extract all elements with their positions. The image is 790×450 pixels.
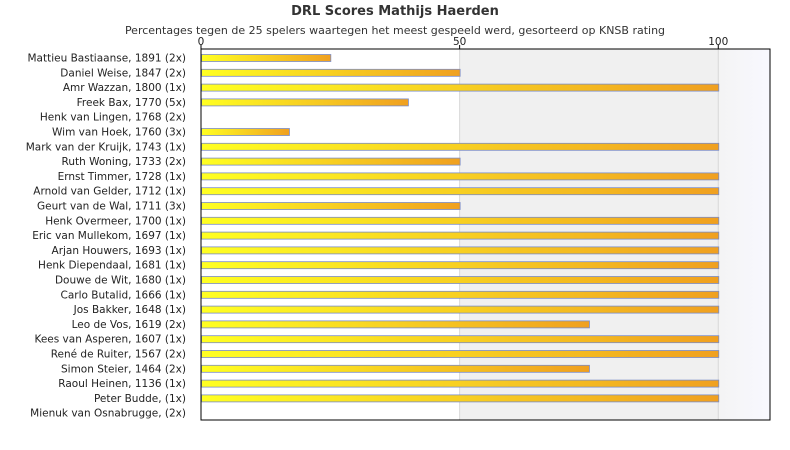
- category-label: Mienuk van Osnabrugge, (2x): [30, 408, 186, 420]
- bar: [201, 216, 720, 225]
- category-label: Henk Diependaal, 1681 (1x): [38, 260, 186, 272]
- bar: [201, 98, 409, 107]
- category-label: Mark van der Kruijk, 1743 (1x): [26, 141, 186, 153]
- category-label: Mattieu Bastiaanse, 1891 (2x): [27, 53, 186, 65]
- bar: [201, 394, 720, 403]
- bar: [201, 68, 461, 77]
- bar: [201, 246, 720, 255]
- category-label: Eric van Mullekom, 1697 (1x): [32, 230, 186, 242]
- category-label: Jos Bakker, 1648 (1x): [73, 304, 186, 316]
- bar: [201, 350, 720, 358]
- bar: [201, 335, 720, 344]
- category-label: Freek Bax, 1770 (5x): [77, 97, 186, 109]
- category-label: Arjan Houwers, 1693 (1x): [52, 245, 186, 257]
- chart-subtitle: Percentages tegen de 25 spelers waartege…: [124, 24, 666, 37]
- x-tick-label: 100: [708, 36, 728, 48]
- category-label: Carlo Butalid, 1666 (1x): [61, 289, 187, 301]
- x-tick-label: 50: [453, 36, 466, 48]
- bar: [201, 83, 720, 92]
- category-label: Peter Budde, (1x): [94, 393, 186, 405]
- category-label: Ruth Woning, 1733 (2x): [62, 156, 187, 168]
- category-label: Ernst Timmer, 1728 (1x): [58, 171, 186, 183]
- bar: [201, 261, 720, 270]
- bar: [201, 54, 332, 62]
- bar: [201, 231, 720, 240]
- category-label: Amr Wazzan, 1800 (1x): [63, 82, 186, 94]
- bar: [201, 379, 720, 388]
- bar: [201, 157, 461, 166]
- category-label: Daniel Weise, 1847 (2x): [60, 67, 186, 79]
- chart-title: DRL Scores Mathijs Haerden: [291, 4, 499, 19]
- category-label: Raoul Heinen, 1136 (1x): [58, 378, 186, 390]
- plot-band-100-110: [718, 49, 770, 420]
- bar: [201, 364, 590, 373]
- bar: [201, 172, 720, 181]
- bar: [201, 142, 720, 151]
- x-tick-label: 0: [198, 36, 205, 48]
- bar: [201, 128, 290, 136]
- bar: [201, 276, 720, 284]
- category-label: Wim van Hoek, 1760 (3x): [52, 127, 186, 139]
- bar: [201, 202, 461, 210]
- bar: [201, 305, 720, 314]
- category-label: René de Ruiter, 1567 (2x): [51, 349, 186, 361]
- bar: [201, 187, 720, 196]
- category-label: Leo de Vos, 1619 (2x): [72, 319, 186, 331]
- category-label: Henk van Lingen, 1768 (2x): [40, 112, 186, 124]
- category-label: Douwe de Wit, 1680 (1x): [55, 275, 186, 287]
- bar: [201, 320, 590, 329]
- category-label: Arnold van Gelder, 1712 (1x): [33, 186, 186, 198]
- category-label: Geurt van de Wal, 1711 (3x): [37, 201, 186, 213]
- category-label: Kees van Asperen, 1607 (1x): [34, 334, 186, 346]
- category-label: Simon Steier, 1464 (2x): [61, 363, 186, 375]
- category-label: Henk Overmeer, 1700 (1x): [45, 215, 186, 227]
- plot-frame: [200, 48, 771, 421]
- bar: [201, 290, 720, 299]
